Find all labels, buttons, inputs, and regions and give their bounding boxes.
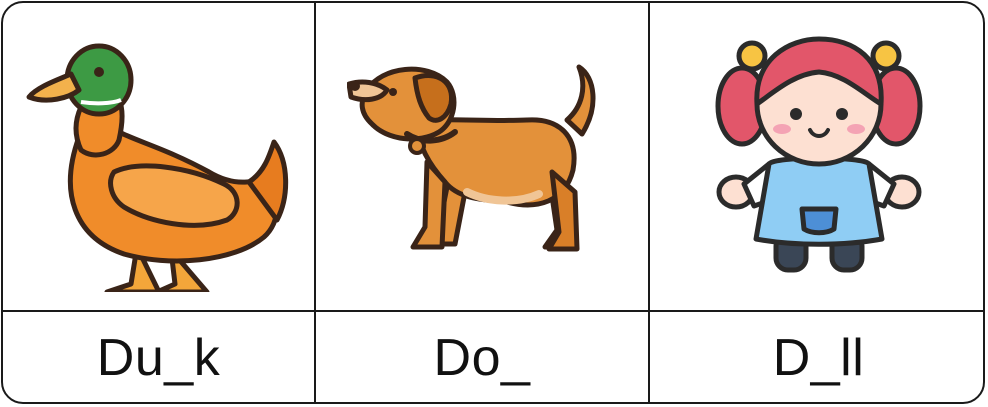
word-label-1: Du_k — [96, 329, 221, 387]
column-divider — [314, 3, 316, 402]
row-divider — [3, 310, 983, 312]
dog-icon — [347, 64, 596, 251]
picture-cell-3 — [650, 3, 983, 310]
duck-icon — [26, 43, 288, 292]
word-label-3: D_ll — [772, 329, 865, 387]
doll-icon — [715, 36, 922, 273]
picture-cell-1 — [3, 3, 314, 310]
column-divider — [648, 3, 650, 402]
picture-cell-2 — [316, 3, 648, 310]
word-label-2: Do_ — [433, 329, 531, 387]
